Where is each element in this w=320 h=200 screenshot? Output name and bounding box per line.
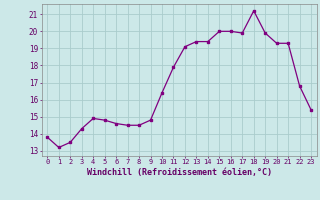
X-axis label: Windchill (Refroidissement éolien,°C): Windchill (Refroidissement éolien,°C) [87, 168, 272, 177]
